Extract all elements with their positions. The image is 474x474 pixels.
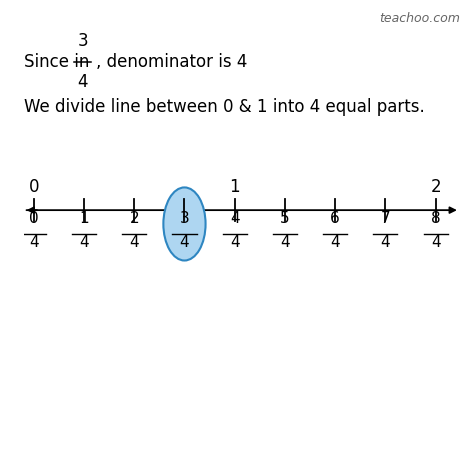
Text: 4: 4 xyxy=(431,236,440,250)
Text: 4: 4 xyxy=(230,236,239,250)
Text: , denominator is 4: , denominator is 4 xyxy=(96,53,247,71)
Text: 4: 4 xyxy=(330,236,340,250)
Text: 3: 3 xyxy=(180,211,189,226)
Text: 4: 4 xyxy=(129,236,139,250)
Text: We divide line between 0 & 1 into 4 equal parts.: We divide line between 0 & 1 into 4 equa… xyxy=(24,98,424,116)
Text: teachoo.com: teachoo.com xyxy=(379,12,460,25)
Text: 4: 4 xyxy=(29,236,38,250)
Text: 4: 4 xyxy=(280,236,290,250)
Text: 6: 6 xyxy=(330,211,340,226)
Text: 3: 3 xyxy=(78,32,88,50)
Text: 2: 2 xyxy=(129,211,139,226)
Text: 0: 0 xyxy=(29,211,38,226)
Text: 4: 4 xyxy=(78,73,88,91)
Text: 0: 0 xyxy=(28,178,39,196)
Text: 4: 4 xyxy=(180,236,189,250)
Text: 1: 1 xyxy=(229,178,240,196)
Text: 4: 4 xyxy=(180,236,189,250)
Text: 4: 4 xyxy=(230,211,239,226)
Text: 8: 8 xyxy=(431,211,440,226)
Text: 4: 4 xyxy=(79,236,89,250)
Text: 4: 4 xyxy=(381,236,390,250)
Text: 7: 7 xyxy=(381,211,390,226)
Text: Since in: Since in xyxy=(24,53,94,71)
Text: 1: 1 xyxy=(79,211,89,226)
Text: 5: 5 xyxy=(280,211,290,226)
Text: 2: 2 xyxy=(430,178,441,196)
Text: 3: 3 xyxy=(180,211,189,226)
Ellipse shape xyxy=(164,187,206,261)
